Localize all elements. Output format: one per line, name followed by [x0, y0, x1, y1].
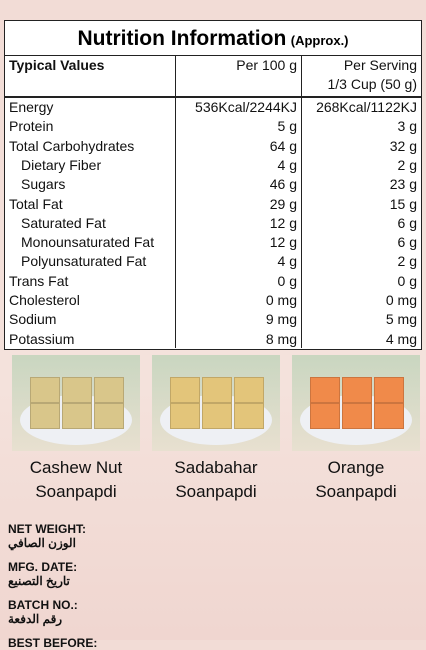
per-serving: 268Kcal/1122KJ [316, 99, 417, 115]
per-serving: 23 g [389, 176, 417, 193]
field-label: BATCH NO.: [8, 598, 78, 612]
title-note: (Approx.) [290, 33, 349, 48]
row-label: Dietary Fiber [21, 156, 102, 173]
sweet [374, 377, 404, 403]
per-serving: 0 mg [385, 292, 417, 308]
sweet [234, 403, 264, 429]
per-100g: 4 g [277, 156, 297, 173]
per-serving: 2 g [397, 156, 417, 173]
per-100g: 0 mg [265, 292, 297, 308]
rule [5, 55, 421, 56]
product-name: Orange [327, 458, 385, 477]
sweet [310, 377, 340, 403]
product-image [12, 355, 140, 451]
sweet [30, 403, 60, 429]
sweet [94, 377, 124, 403]
per-serving: 5 mg [385, 311, 417, 328]
row-label: Cholesterol [9, 292, 80, 308]
sweet [374, 403, 404, 429]
header-cell: Per 100 g [236, 57, 297, 73]
col-rule [301, 55, 302, 348]
per-100g: 4 g [277, 253, 297, 270]
row-label: Monounsaturated Fat [21, 234, 155, 251]
sweet [342, 403, 372, 429]
sweet [310, 403, 340, 429]
sweet [62, 403, 92, 429]
per-100g: 29 g [269, 195, 297, 212]
per-100g: 12 g [269, 214, 297, 231]
per-serving: 2 g [397, 253, 417, 270]
sweet [202, 377, 232, 403]
header-cell: Typical Values [9, 57, 105, 73]
sweet [30, 377, 60, 403]
sweet [170, 377, 200, 403]
per-100g: 46 g [269, 176, 297, 193]
row-label: Saturated Fat [21, 214, 106, 231]
per-serving: 3 g [397, 118, 417, 135]
row-label: Trans Fat [9, 272, 69, 289]
product-name: Soanpapdi [315, 482, 397, 501]
per-100g: 8 mg [265, 330, 297, 347]
row-label: Energy [9, 99, 54, 115]
per-100g: 12 g [269, 234, 297, 251]
rule [5, 96, 421, 98]
per-serving: 15 g [389, 195, 417, 212]
field-label: NET WEIGHT: [8, 522, 86, 536]
header-cell: Per Serving [343, 57, 417, 73]
sweet [62, 377, 92, 403]
col-rule [175, 55, 176, 348]
per-serving: 32 g [389, 137, 417, 154]
field-label: MFG. DATE: [8, 560, 78, 574]
product-name: Soanpapdi [175, 482, 257, 501]
row-label: Total Carbohydrates [9, 137, 135, 154]
title-row: Nutrition Information (Approx.) [5, 21, 421, 55]
per-serving: 4 mg [385, 330, 417, 347]
field-arabic: الوزن الصافي [8, 536, 76, 550]
field-arabic: تاريخ التصنيع [8, 574, 70, 588]
row-label: Sodium [9, 311, 57, 328]
per-100g: 9 mg [265, 311, 297, 328]
header-cell: 1/3 Cup (50 g) [327, 76, 418, 92]
sweet [170, 403, 200, 429]
row-label: Total Fat [9, 195, 63, 212]
per-serving: 0 g [397, 272, 417, 289]
sweet [342, 377, 372, 403]
row-label: Sugars [21, 176, 66, 193]
sweet [94, 403, 124, 429]
field-arabic: رقم الدفعة [8, 612, 63, 626]
product-image [152, 355, 280, 451]
nutrition-table: Nutrition Information (Approx.) Typical … [4, 20, 422, 350]
sweet [202, 403, 232, 429]
product-name: Sadabahar [174, 458, 258, 477]
product-image [292, 355, 420, 451]
per-serving: 6 g [397, 214, 417, 231]
title: Nutrition Information [77, 27, 287, 50]
product-name: Soanpapdi [35, 482, 117, 501]
per-serving: 6 g [397, 234, 417, 251]
product-name: Cashew Nut [29, 458, 123, 477]
sweet [234, 377, 264, 403]
row-label: Protein [9, 118, 54, 135]
row-label: Potassium [9, 330, 75, 347]
per-100g: 536Kcal/2244KJ [195, 99, 297, 115]
field-label: BEST BEFORE: [8, 636, 98, 650]
per-100g: 64 g [269, 137, 297, 154]
row-label: Polyunsaturated Fat [21, 253, 147, 270]
per-100g: 5 g [277, 118, 297, 135]
per-100g: 0 g [277, 272, 297, 289]
